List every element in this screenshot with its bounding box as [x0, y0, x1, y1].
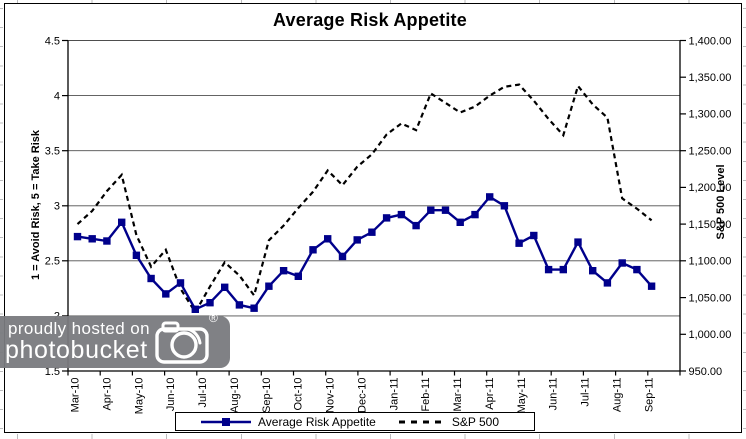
- sp500-dashed-line-icon: [398, 420, 445, 423]
- svg-text:1,200.00: 1,200.00: [689, 182, 732, 194]
- svg-text:1,100.00: 1,100.00: [689, 256, 732, 268]
- svg-text:Oct-10: Oct-10: [293, 378, 305, 411]
- svg-text:Nov-10: Nov-10: [325, 378, 337, 413]
- risk-appetite-line-icon: [201, 417, 251, 426]
- svg-text:Mar-10: Mar-10: [70, 378, 82, 413]
- legend-item-risk-appetite: Average Risk Appetite: [200, 415, 376, 429]
- svg-text:Jul-11: Jul-11: [580, 378, 592, 407]
- svg-text:4.5: 4.5: [45, 35, 60, 47]
- legend-label-sp500: S&P 500: [451, 414, 500, 429]
- svg-text:2.5: 2.5: [45, 256, 60, 268]
- svg-text:1,300.00: 1,300.00: [689, 109, 732, 121]
- svg-text:Sep-10: Sep-10: [261, 378, 273, 413]
- svg-text:Jun-11: Jun-11: [548, 378, 560, 411]
- legend-item-sp500: S&P 500: [398, 415, 499, 429]
- svg-text:Apr-10: Apr-10: [101, 378, 113, 411]
- photobucket-watermark: proudly hosted on photobucket ®: [0, 311, 230, 368]
- svg-text:1,150.00: 1,150.00: [689, 219, 732, 231]
- svg-text:Sep-11: Sep-11: [643, 378, 655, 413]
- watermark-tagline: proudly hosted on: [8, 319, 150, 338]
- svg-text:1,250.00: 1,250.00: [689, 146, 732, 158]
- svg-text:Jul-10: Jul-10: [197, 378, 209, 408]
- svg-text:Aug-11: Aug-11: [612, 378, 624, 413]
- registered-trademark-icon: ®: [209, 311, 218, 325]
- svg-text:3: 3: [54, 201, 60, 213]
- svg-text:950.00: 950.00: [689, 366, 723, 378]
- svg-text:May-11: May-11: [516, 378, 528, 414]
- svg-text:1,400.00: 1,400.00: [689, 35, 732, 47]
- svg-text:Mar-11: Mar-11: [452, 378, 464, 412]
- svg-text:1.5: 1.5: [45, 366, 60, 378]
- legend-label-risk-appetite: Average Risk Appetite: [258, 414, 376, 429]
- legend: Average Risk Appetite S&P 500: [175, 412, 535, 431]
- camera-icon: [155, 321, 209, 364]
- svg-text:1,350.00: 1,350.00: [689, 72, 732, 84]
- svg-text:1,050.00: 1,050.00: [689, 292, 732, 304]
- svg-text:4: 4: [54, 90, 60, 102]
- watermark-brand: photobucket: [5, 336, 148, 364]
- svg-text:Apr-11: Apr-11: [484, 378, 496, 410]
- svg-text:Jun-10: Jun-10: [165, 378, 177, 412]
- svg-text:Dec-10: Dec-10: [356, 378, 368, 413]
- svg-text:Jan-11: Jan-11: [388, 378, 400, 411]
- svg-text:Feb-11: Feb-11: [420, 378, 432, 412]
- chart-title: Average Risk Appetite: [273, 10, 467, 30]
- svg-text:May-10: May-10: [133, 378, 145, 415]
- svg-text:3.5: 3.5: [45, 146, 60, 158]
- right-axis-title: S&P 500 Level: [715, 164, 727, 240]
- svg-text:Aug-10: Aug-10: [229, 378, 241, 413]
- left-axis-title: 1 = Avoid Risk, 5 = Take Risk: [30, 130, 42, 280]
- svg-text:1,000.00: 1,000.00: [689, 329, 732, 341]
